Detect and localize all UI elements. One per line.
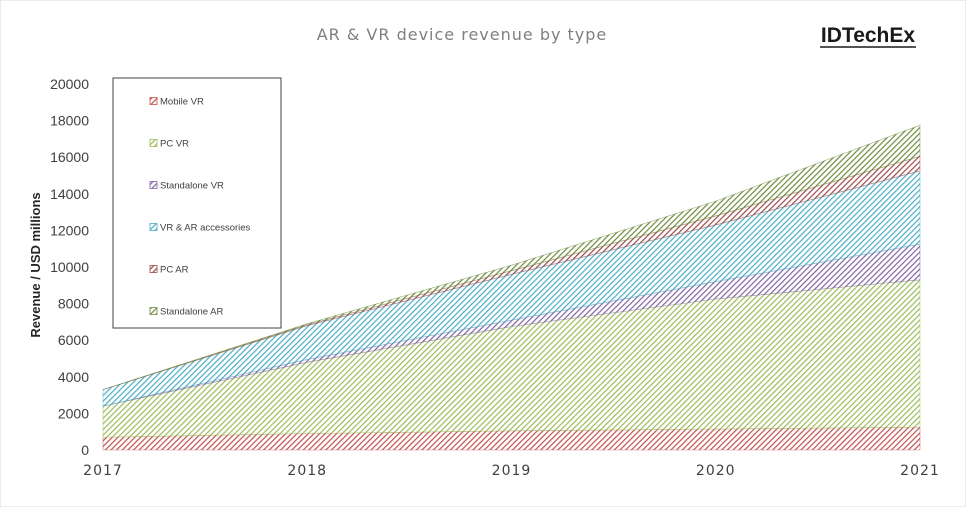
x-tick-label: 2019	[492, 463, 532, 479]
y-tick-label: 18000	[50, 113, 89, 129]
legend-swatch	[149, 307, 158, 315]
y-axis-ticks: 0 2000 4000 6000 8000 10000 12000 14000 16000 180…	[50, 76, 89, 458]
area-standalone-ar	[102, 124, 921, 390]
legend-item-mobile-vr: Mobile VR	[149, 97, 204, 108]
x-tick-label: 2020	[696, 463, 736, 479]
x-axis-ticks: 2017 2018 2019 2020 2021	[83, 463, 940, 479]
y-tick-label: 20000	[50, 76, 89, 92]
legend-label: PC AR	[160, 265, 189, 276]
legend-swatch	[149, 223, 158, 231]
legend-item-vr-ar-accessories: VR & AR accessories	[149, 223, 251, 234]
brand-text: IDTechEx	[821, 24, 915, 47]
legend-item-standalone-ar: Standalone AR	[149, 307, 224, 318]
y-axis-label: Revenue / USD millions	[28, 192, 43, 337]
legend-label: Standalone VR	[160, 181, 224, 192]
y-tick-label: 6000	[58, 332, 89, 348]
legend-label: Standalone AR	[160, 307, 224, 318]
x-tick-label: 2018	[287, 463, 327, 479]
legend-box	[112, 77, 282, 329]
y-tick-label: 0	[81, 442, 89, 458]
y-tick-label: 8000	[58, 296, 89, 312]
y-tick-label: 10000	[50, 259, 89, 275]
legend: Mobile VR PC VR Standalone VR VR & AR acces…	[112, 77, 282, 329]
legend-swatch	[149, 181, 158, 189]
legend-label: VR & AR accessories	[160, 223, 251, 234]
legend-label: Mobile VR	[160, 97, 204, 108]
x-tick-label: 2021	[900, 463, 940, 479]
legend-swatch	[149, 139, 158, 147]
legend-item-pc-ar: PC AR	[149, 265, 189, 276]
plot-area	[102, 124, 921, 451]
y-tick-label: 14000	[50, 186, 89, 202]
y-tick-label: 4000	[58, 369, 89, 385]
brand-logo: IDTechEx	[820, 24, 916, 48]
x-tick-label: 2017	[83, 463, 123, 479]
legend-item-pc-vr: PC VR	[149, 139, 189, 150]
legend-swatch	[149, 97, 158, 105]
legend-item-standalone-vr: Standalone VR	[149, 181, 224, 192]
y-tick-label: 2000	[58, 405, 89, 421]
legend-label: PC VR	[160, 139, 189, 150]
chart-title: AR & VR device revenue by type	[317, 25, 608, 44]
legend-swatch	[149, 265, 158, 273]
y-tick-label: 12000	[50, 222, 89, 238]
y-tick-label: 16000	[50, 149, 89, 165]
